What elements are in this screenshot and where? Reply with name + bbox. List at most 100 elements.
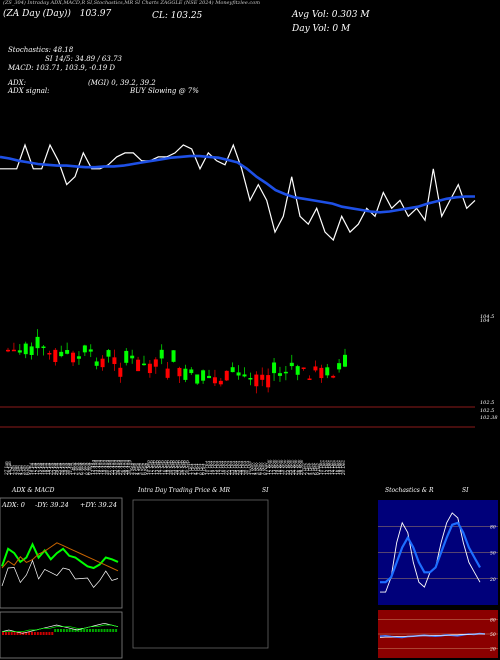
date-tick-label: 4 Jul: [18, 465, 23, 476]
date-tick-label: 23 Aug: [113, 460, 118, 476]
date-tick-label: 13 Nov: [271, 459, 276, 475]
candle-body: [141, 363, 146, 366]
header-day-line: (ZA Day (Day)) 103.97: [3, 10, 111, 19]
date-tick-label: 9 Oct: [202, 463, 207, 475]
date-tick-label: 30 Aug: [127, 460, 132, 475]
candle-body: [47, 352, 52, 355]
candle-body: [17, 350, 22, 353]
price-line-chart: [0, 143, 476, 242]
candle-body: [183, 368, 188, 380]
candle-body: [41, 346, 46, 349]
avg-vol-value: 0.303 M: [331, 10, 370, 20]
price-tick-label: 102.5: [480, 408, 494, 414]
cl-value: 103.25: [170, 11, 203, 21]
date-tick-label: 4 Nov: [252, 462, 257, 476]
date-tick-label: 10 Dec: [319, 460, 324, 475]
candle-body: [201, 370, 206, 381]
date-tick-label: 3 Oct: [191, 463, 196, 475]
date-tick-label: 30 Oct: [244, 461, 249, 475]
avg-vol-label: Avg Vol:: [292, 10, 329, 20]
candle-body: [88, 349, 93, 352]
date-tick-label: 31 Jul: [68, 462, 73, 475]
indicator-panels: ADX & MACD ADX: 0 -DY: 39.24 +DY: 39.24 Intr…: [0, 487, 498, 659]
date-tick-label: 20 Aug: [104, 460, 109, 476]
candle-body: [295, 366, 300, 375]
date-tick-label: 18 Jul: [43, 462, 48, 475]
date-tick-label: 11 Nov: [266, 459, 271, 475]
stoch-tick-label: 50: [490, 551, 496, 557]
date-tick-label: 19 Nov: [280, 459, 285, 475]
stoch-d-line: [380, 521, 481, 584]
date-tick-label: 12 Sep: [152, 460, 157, 475]
date-tick-label: 17 Sep: [160, 460, 165, 475]
date-tick-label: 15 Jul: [37, 462, 42, 475]
date-tick-label: 3 Sep: [132, 463, 137, 475]
date-tick-label: 15 Oct: [213, 461, 218, 475]
stoch-panel-title: Stochastics & R: [385, 487, 434, 494]
date-tick-label: 19 Aug: [102, 460, 107, 475]
date-tick-label: 11 Oct: [207, 461, 212, 475]
stoch-si-label: SI: [462, 487, 469, 494]
date-tick-label: 1 Jul: [10, 465, 15, 475]
date-tick-label: 16 Oct: [216, 461, 221, 475]
date-tick-label: 1 Aug: [71, 462, 76, 475]
date-tick-label: 24 Oct: [232, 461, 237, 476]
date-tick-label: 25 Oct: [235, 461, 240, 476]
candle-body: [236, 372, 241, 376]
candle-body: [106, 350, 111, 357]
candle-body: [65, 350, 70, 354]
adx-stat-a: ADX: 0: [1, 501, 25, 509]
date-tick-label: 14 Nov: [274, 459, 279, 475]
date-tick-label: 24 Jul: [54, 462, 59, 476]
date-tick-label: 21 Oct: [224, 461, 229, 476]
candle-body: [71, 352, 76, 363]
day-line-label: (ZA Day (Day)): [3, 9, 71, 19]
date-tick-label: 28 Oct: [238, 461, 243, 476]
price-tick-label: 102.38: [480, 415, 498, 421]
date-tick-label: 22 Aug: [110, 460, 115, 476]
macd-line: [1, 622, 119, 634]
candle-body: [153, 359, 158, 367]
date-tick-label: 14 Aug: [96, 460, 101, 475]
candle-body: [230, 367, 235, 373]
date-tick-label: 12 Dec: [324, 460, 329, 475]
date-tick-label: 22 Oct: [227, 461, 232, 476]
date-tick-label: 11 Jul: [32, 462, 37, 475]
date-tick-label: 19 Sep: [166, 460, 171, 475]
date-tick-label: 28 Nov: [296, 459, 301, 476]
date-tick-label: 29 Nov: [299, 459, 304, 476]
date-tick-label: 16 Aug: [99, 460, 104, 475]
candle-body: [319, 367, 324, 379]
date-tick-label: 11 Dec: [322, 460, 327, 475]
date-tick-label: 21 Aug: [107, 460, 112, 476]
candle-body: [94, 361, 99, 366]
date-tick-label: 26 Aug: [115, 460, 120, 476]
candle-body: [29, 346, 34, 355]
date-tick-label: 10 Jul: [29, 462, 34, 475]
macd-signal-line: [2, 624, 119, 633]
date-tick-label: 3 Jul: [15, 465, 20, 475]
day-vol-value: 0 M: [332, 24, 351, 34]
candle-body: [100, 358, 105, 368]
date-tick-label: 7 Nov: [260, 462, 265, 475]
adx-signal-label: ADX signal:: [8, 87, 50, 95]
date-tick-label: 8 Nov: [263, 462, 268, 475]
date-tick-label: 27 Aug: [118, 460, 123, 476]
date-tick-label: 22 Jul: [49, 462, 54, 476]
date-tick-label: 19 Jul: [46, 462, 51, 475]
candle-body: [331, 375, 336, 378]
date-tick-label: 11 Sep: [149, 460, 154, 475]
date-tick-label: 2 Dec: [302, 462, 307, 476]
date-tick-label: 9 Jul: [26, 465, 31, 475]
date-tick-label: 25 Jul: [57, 462, 62, 476]
adx-line: [1, 559, 119, 588]
date-tick-label: 1 Nov: [249, 462, 254, 475]
date-tick-label: 13 Dec: [327, 460, 332, 475]
stoch-tick-label: 80: [490, 524, 496, 530]
date-tick-label: 21 Nov: [283, 459, 288, 476]
candle-body: [118, 367, 123, 377]
date-tick-label: 18 Dec: [335, 460, 340, 475]
candle-body: [136, 359, 141, 372]
date-tick-label: 20 Sep: [168, 460, 173, 476]
